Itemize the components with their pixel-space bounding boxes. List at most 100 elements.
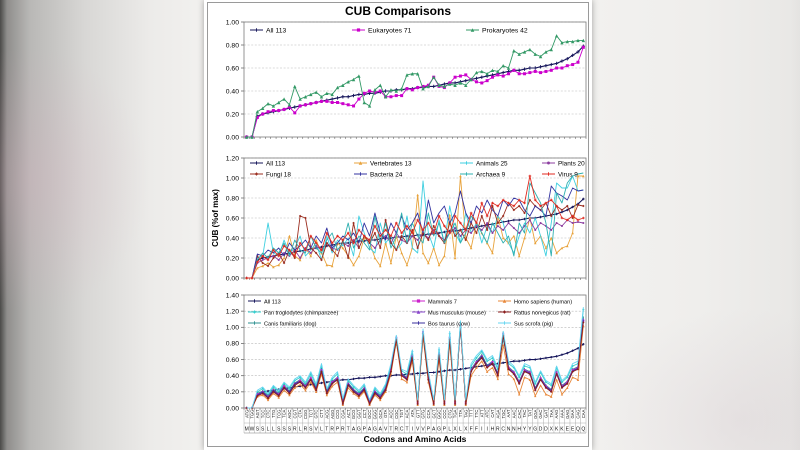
svg-text:L: L	[459, 426, 462, 432]
svg-text:All 113: All 113	[266, 160, 286, 167]
svg-text:I: I	[481, 426, 482, 432]
svg-text:P: P	[336, 426, 340, 432]
svg-text:F: F	[475, 426, 478, 432]
legend-item-mus-musculus-mouse-: Mus musculus (mouse)	[412, 310, 486, 316]
svg-text:TAA: TAA	[549, 409, 554, 417]
svg-text:Y: Y	[523, 426, 527, 432]
svg-text:TAT: TAT	[527, 409, 532, 417]
svg-text:TGG: TGG	[250, 410, 255, 419]
svg-text:Y: Y	[528, 426, 532, 432]
svg-text:G: G	[533, 426, 537, 432]
svg-text:0.60: 0.60	[226, 65, 239, 72]
svg-text:ATT: ATT	[479, 409, 484, 417]
svg-text:A: A	[368, 426, 372, 432]
svg-text:ATG: ATG	[244, 410, 249, 418]
svg-text:0.80: 0.80	[226, 195, 239, 202]
svg-text:0.40: 0.40	[226, 235, 239, 242]
svg-text:Mammals 7: Mammals 7	[428, 299, 457, 305]
svg-text:0.80: 0.80	[226, 341, 239, 348]
svg-text:R: R	[341, 426, 345, 432]
svg-text:TAC: TAC	[522, 410, 527, 418]
legend-item-pan-troglodytes-chimpanzee-: Pan troglodytes (chimpanzee)	[248, 310, 338, 316]
svg-text:E: E	[571, 426, 575, 432]
svg-text:M: M	[245, 426, 249, 432]
legend-item-animals-25: Animals 25	[460, 160, 508, 167]
svg-text:Animals 25: Animals 25	[476, 160, 508, 167]
svg-text:CTT: CTT	[319, 409, 324, 418]
svg-text:GCG: GCG	[351, 410, 356, 420]
svg-text:TTC: TTC	[474, 410, 479, 418]
svg-text:ACG: ACG	[324, 410, 329, 419]
svg-text:Prokaryotes 42: Prokaryotes 42	[482, 27, 528, 34]
series-eukaryotes-71	[245, 45, 585, 139]
svg-text:V: V	[314, 426, 318, 432]
svg-text:Canis familiaris (dog): Canis familiaris (dog)	[264, 321, 317, 327]
svg-text:0.60: 0.60	[226, 215, 239, 222]
svg-text:1.40: 1.40	[226, 292, 239, 299]
svg-text:0.80: 0.80	[226, 42, 239, 49]
svg-text:L: L	[320, 426, 323, 432]
svg-text:AGG: AGG	[330, 410, 335, 419]
series-mammals-7	[245, 319, 585, 409]
series-bos-taurus-cow-	[246, 319, 584, 409]
svg-text:A: A	[379, 426, 383, 432]
legend-item-all-113: All 113	[248, 299, 281, 305]
legend-item-rattus-norvegicus-rat-: Rattus norvegicus (rat)	[498, 310, 571, 316]
svg-text:N: N	[507, 426, 511, 432]
svg-text:0.20: 0.20	[226, 255, 239, 262]
y-axis-all-eukaryotes-prokaryotes: 0.00 0.20 0.40 0.60 0.80 1.00	[226, 19, 586, 141]
series-virus-9	[245, 174, 585, 280]
svg-text:TGA: TGA	[453, 409, 458, 418]
chart-page: CUB Comparisons CUB (%of max) 0.00 0.20 0.…	[204, 0, 592, 450]
svg-text:GTC: GTC	[314, 410, 319, 419]
svg-text:GCT: GCT	[431, 409, 436, 418]
svg-text:Rattus norvegicus (rat): Rattus norvegicus (rat)	[514, 310, 571, 316]
svg-text:Virus 9: Virus 9	[558, 171, 578, 178]
svg-text:TGT: TGT	[399, 409, 404, 418]
chart-title: CUB Comparisons	[344, 4, 451, 18]
series-canis-familiaris-dog-	[246, 316, 584, 410]
svg-text:T: T	[389, 426, 392, 432]
svg-text:P: P	[443, 426, 447, 432]
legend-item-eukaryotes-71: Eukaryotes 71	[352, 27, 412, 34]
svg-text:D: D	[539, 426, 543, 432]
svg-text:X: X	[453, 426, 457, 432]
legend-item-bacteria-24: Bacteria 24	[354, 171, 403, 178]
svg-text:G: G	[357, 426, 361, 432]
svg-text:S: S	[282, 426, 286, 432]
series-bacteria-24	[246, 185, 584, 279]
svg-text:W: W	[250, 426, 255, 432]
svg-text:AGA: AGA	[495, 409, 500, 418]
series-prokaryotes-42	[244, 34, 586, 139]
svg-text:R: R	[293, 426, 297, 432]
x-axis-ticks-all-eukaryotes-prokaryotes	[243, 137, 587, 139]
series-mus-musculus-mouse-	[245, 318, 585, 410]
svg-text:E: E	[566, 426, 570, 432]
svg-text:I: I	[486, 426, 487, 432]
svg-text:X: X	[550, 426, 554, 432]
svg-text:1.00: 1.00	[226, 175, 239, 182]
svg-text:CAC: CAC	[517, 410, 522, 419]
svg-text:Plants 20: Plants 20	[558, 160, 585, 167]
svg-text:0.00: 0.00	[226, 134, 239, 141]
svg-text:Vertebrates 13: Vertebrates 13	[370, 160, 412, 167]
svg-text:T: T	[347, 426, 350, 432]
legend-item-mammals-7: Mammals 7	[412, 299, 457, 305]
cub-comparison-figure: 0.00 0.20 0.40 0.60 0.80 1.00 All 113 Eukaryote…	[226, 19, 587, 434]
legend-item-bos-taurus-cow-: Bos taurus (cow)	[412, 321, 470, 327]
svg-text:R: R	[330, 426, 334, 432]
svg-text:X: X	[464, 426, 468, 432]
svg-text:1.20: 1.20	[226, 155, 239, 162]
svg-text:Eukaryotes 71: Eukaryotes 71	[368, 27, 412, 34]
svg-text:ATA: ATA	[410, 409, 415, 417]
svg-text:V: V	[421, 426, 425, 432]
svg-text:P: P	[427, 426, 431, 432]
svg-text:1.00: 1.00	[226, 325, 239, 332]
svg-text:AAG: AAG	[554, 410, 559, 419]
svg-text:GGC: GGC	[437, 410, 442, 420]
svg-text:GGG: GGG	[373, 410, 378, 420]
svg-text:A: A	[432, 426, 436, 432]
svg-text:GTG: GTG	[421, 410, 426, 419]
svg-text:TCT: TCT	[308, 409, 313, 418]
